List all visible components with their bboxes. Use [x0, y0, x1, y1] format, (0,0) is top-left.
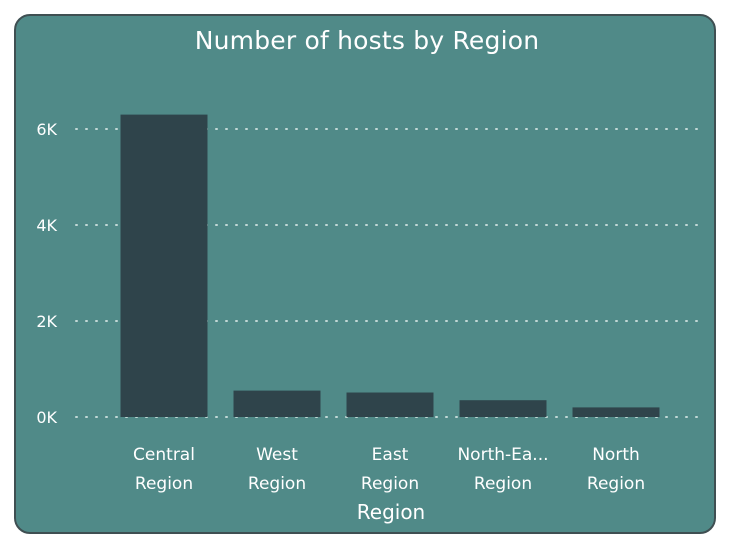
y-tick-label: 2K [36, 312, 57, 331]
x-tick-label: North-Ea... [457, 445, 548, 465]
x-tick-label: East [372, 445, 409, 465]
y-tick-label: 4K [36, 216, 57, 235]
x-tick-label: West [256, 445, 298, 465]
bar [459, 400, 547, 417]
bar-chart: 0K 2K 4K 6K Central Region West Region East Regio… [36, 114, 707, 524]
x-tick-label: Region [587, 474, 645, 494]
x-axis-title: Region [357, 500, 425, 524]
bar [572, 407, 660, 417]
bar [233, 390, 321, 417]
x-tick-label: Region [474, 474, 532, 494]
x-tick-label: North [592, 445, 640, 465]
bar [346, 392, 434, 417]
bar [120, 114, 208, 417]
chart-card: Number of hosts by Region 0K 2K 4K 6K Centra… [14, 14, 716, 534]
x-tick-label: Region [361, 474, 419, 494]
x-tick-label: Region [135, 474, 193, 494]
y-tick-label: 0K [36, 408, 57, 427]
chart-title: Number of hosts by Region [194, 26, 540, 55]
y-tick-label: 6K [36, 120, 57, 139]
x-tick-label: Region [248, 474, 306, 494]
x-tick-label: Central [133, 445, 195, 465]
